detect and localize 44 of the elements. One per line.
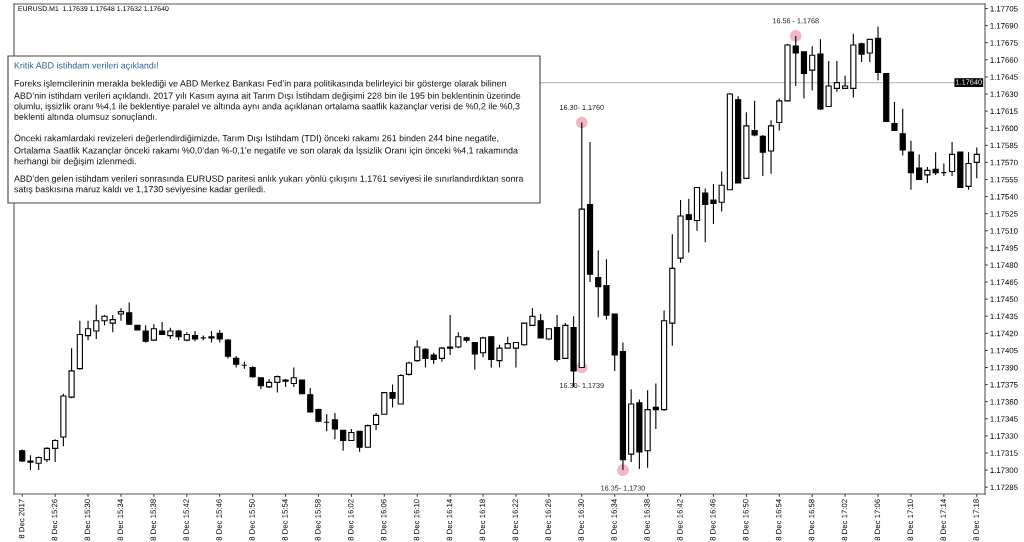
candlestick — [899, 108, 906, 157]
candlestick — [973, 147, 980, 179]
candlestick — [800, 51, 808, 100]
candlestick — [471, 341, 478, 371]
candlestick — [512, 341, 520, 369]
candlestick — [891, 101, 898, 132]
candlestick — [521, 322, 528, 347]
candlestick — [595, 249, 602, 318]
candlestick — [685, 198, 692, 253]
candlestick — [776, 98, 783, 132]
candlestick — [866, 38, 873, 63]
candlestick — [159, 321, 166, 336]
annotation: Foreks işlemcilerinin merakla beklediği ve ABD Merkez Bankası Fed’in para politikasında belirleyici bir gösterge olarak bilinen ABD’nin istihdam verileri açıklandı. 2017 yılı Kasım ayına ait Tarım Dışı İstihdam değişimi 228 bin ile 195 bin beklentinin üzerinde olumlu, işsizlik oranı %4,1 ile beklentiye paralel ve altında aynı anda açıklanan ortalama saatlik kazançlar verisi de %0,2 ile %0,3 beklenti altında olumsuz sonuçlandı. — [14, 79, 521, 122]
candlestick — [809, 45, 816, 92]
candlestick — [488, 336, 495, 369]
candlestick — [389, 384, 396, 408]
candlestick — [52, 438, 59, 463]
candlestick — [759, 134, 766, 177]
candlestick — [414, 339, 421, 363]
annotation: Kritik ABD istihdam verileri açıklandı! — [14, 62, 158, 71]
candlestick — [447, 314, 454, 356]
candlestick — [191, 330, 199, 342]
candlestick — [290, 366, 297, 388]
candlestick — [117, 307, 125, 322]
candlestick — [792, 35, 799, 87]
candlestick — [364, 423, 371, 448]
annotation: Önceki rakamlardaki revizeleri değerlendirdiğimizde, Tarım Dışı İstihdam (TDI) önceki rakamı 261 binden 244 bine negatife, Ortalama Saatlik Kazançlar önceki rakamı %0,0’dan %-0,1’e negatife ve son olarak da İşsizlik Oranı için önceki %4,1 rakamında herhangi bir değişim izlenmedi. — [14, 133, 518, 167]
candlestick — [842, 75, 849, 89]
annotation: ABD’den gelen istihdam verileri sonrasında EURUSD paritesi anlık yukarı yönlü çıkışını 1,1761 seviyesi ile sınırlandırdıktan sonra satış baskısına maruz kaldı ve 1,1730 seviyesine kadar geriledi. — [14, 175, 524, 195]
candlestick — [381, 392, 388, 415]
candlestick — [652, 382, 659, 430]
candlestick — [331, 412, 339, 440]
candlestick — [948, 141, 956, 177]
candlestick — [702, 188, 709, 243]
candlestick — [84, 320, 92, 341]
candlestick — [126, 302, 133, 325]
candlestick — [93, 304, 100, 340]
candlestick — [496, 344, 503, 369]
candlestick — [340, 429, 347, 452]
candlestick — [916, 153, 923, 181]
candlestick — [307, 387, 314, 413]
candlestick — [224, 338, 232, 359]
candlestick — [907, 140, 915, 191]
candlestick — [833, 60, 840, 93]
